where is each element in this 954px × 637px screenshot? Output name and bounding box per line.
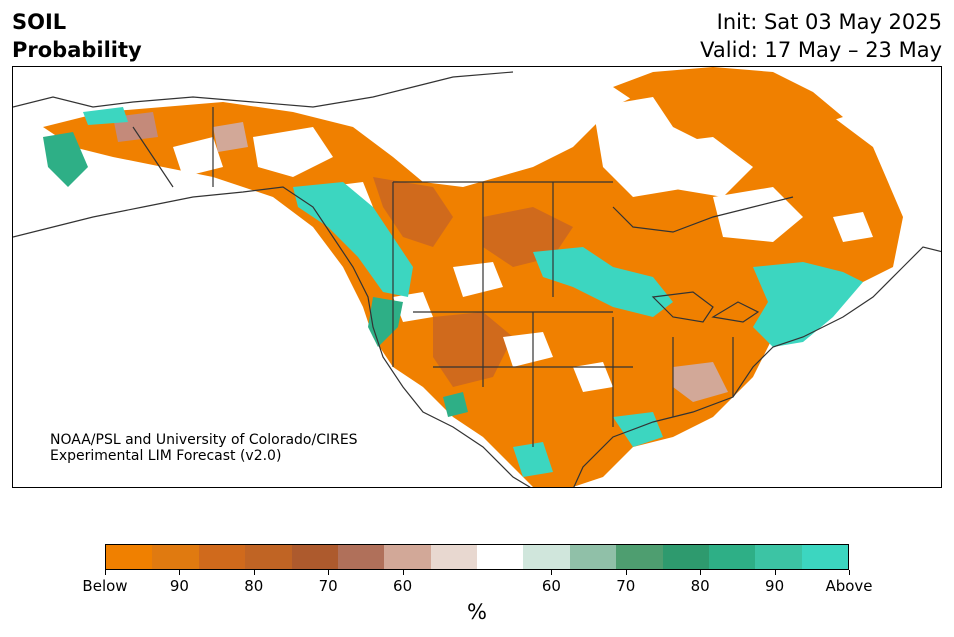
above-normal-fill — [43, 107, 863, 477]
date-block: Init: Sat 03 May 2025 Valid: 17 May – 23… — [700, 8, 942, 64]
colorbar-tickmark — [625, 570, 627, 575]
colorbar-segment — [430, 545, 477, 569]
valid-date: Valid: 17 May – 23 May — [700, 38, 942, 62]
credit-text: NOAA/PSL and University of Colorado/CIRE… — [50, 432, 358, 464]
colorbar-segment — [708, 545, 756, 569]
colorbar-tickmark — [700, 570, 702, 575]
variable-title: SOIL — [12, 10, 67, 34]
colorbar-tick-label: Below — [82, 577, 128, 595]
colorbar-tickmark — [328, 570, 330, 575]
coastlines — [13, 71, 941, 487]
colorbar-tickmark — [551, 570, 553, 575]
colorbar — [105, 544, 849, 570]
colorbar-tickmark — [179, 570, 181, 575]
credit-line-1: NOAA/PSL and University of Colorado/CIRE… — [50, 432, 358, 448]
colorbar-segment — [616, 545, 663, 569]
colorbar-tick-label: 70 — [318, 577, 338, 595]
colorbar-tickmark — [849, 570, 850, 575]
colorbar-tickmark — [774, 570, 776, 575]
colorbar-tick-label: 60 — [541, 577, 561, 595]
colorbar-tick-label: 90 — [169, 577, 189, 595]
map-panel: NOAA/PSL and University of Colorado/CIRE… — [12, 66, 942, 488]
colorbar-segment — [755, 545, 802, 569]
probability-title: Probability — [12, 38, 142, 62]
colorbar-tick-label: 80 — [244, 577, 264, 595]
colorbar-segment — [198, 545, 246, 569]
init-date: Init: Sat 03 May 2025 — [716, 10, 942, 34]
colorbar-tick-label: 90 — [765, 577, 785, 595]
colorbar-unit: % — [467, 600, 487, 624]
probability-map — [13, 67, 941, 487]
colorbar-tickmark — [402, 570, 404, 575]
colorbar-segment — [801, 545, 848, 569]
colorbar-tick-label: Above — [825, 577, 873, 595]
colorbar-segment — [106, 545, 153, 569]
colorbar-tick-label: 60 — [393, 577, 413, 595]
colorbar-segment — [477, 545, 524, 569]
colorbar-tickmark — [105, 570, 106, 575]
colorbar-segment — [291, 545, 338, 569]
colorbar-tickmark — [253, 570, 255, 575]
credit-line-2: Experimental LIM Forecast (v2.0) — [50, 448, 282, 464]
colorbar-segment — [569, 545, 617, 569]
colorbar-tick-label: 80 — [690, 577, 710, 595]
colorbar-segment — [152, 545, 199, 569]
title-block: SOIL Probability — [12, 8, 142, 64]
colorbar-tick-label: 70 — [616, 577, 636, 595]
colorbar-segment — [245, 545, 292, 569]
colorbar-segment — [523, 545, 570, 569]
colorbar-segment — [337, 545, 385, 569]
colorbar-segment — [384, 545, 431, 569]
colorbar-segment — [662, 545, 709, 569]
